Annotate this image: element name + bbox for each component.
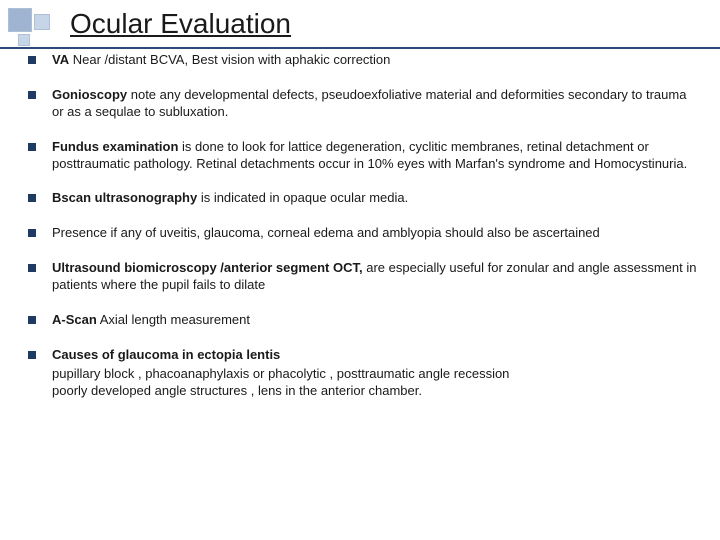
item-bold: Causes of glaucoma in ectopia lentis [52,347,280,362]
list-item: Presence if any of uveitis, glaucoma, co… [28,225,700,242]
item-bold: VA [52,52,69,67]
bullet-icon [28,194,36,202]
item-text: note any developmental defects, pseudoex… [52,87,686,119]
list-item: Bscan ultrasonography is indicated in op… [28,190,700,207]
item-bold: Fundus examination [52,139,178,154]
title-rule [0,47,720,49]
deco-square [18,34,30,46]
corner-decoration [8,8,58,58]
list-item: Fundus examination is done to look for l… [28,139,700,173]
item-text: Presence if any of uveitis, glaucoma, co… [52,225,600,240]
item-text: is indicated in opaque ocular media. [197,190,408,205]
slide-body: VA Near /distant BCVA, Best vision with … [28,52,700,400]
list-item: A-Scan Axial length measurement [28,312,700,329]
bullet-icon [28,316,36,324]
item-bold: Ultrasound biomicroscopy /anterior segme… [52,260,363,275]
list-item: Causes of glaucoma in ectopia lentis [28,347,700,364]
list-item: Gonioscopy note any developmental defect… [28,87,700,121]
list-item: Ultrasound biomicroscopy /anterior segme… [28,260,700,294]
bullet-icon [28,264,36,272]
bullet-icon [28,143,36,151]
bullet-icon [28,56,36,64]
deco-square [8,8,32,32]
tail-line: poorly developed angle structures , lens… [52,383,700,400]
slide-title: Ocular Evaluation [70,8,291,40]
deco-square [34,14,50,30]
bullet-icon [28,91,36,99]
item-text: Axial length measurement [97,312,250,327]
item-bold: Gonioscopy [52,87,127,102]
item-bold: A-Scan [52,312,97,327]
item-bold: Bscan ultrasonography [52,190,197,205]
tail-line: pupillary block , phacoanaphylaxis or ph… [52,366,700,383]
list-item: VA Near /distant BCVA, Best vision with … [28,52,700,69]
bullet-icon [28,229,36,237]
item-text: Near /distant BCVA, Best vision with aph… [69,52,390,67]
bullet-icon [28,351,36,359]
